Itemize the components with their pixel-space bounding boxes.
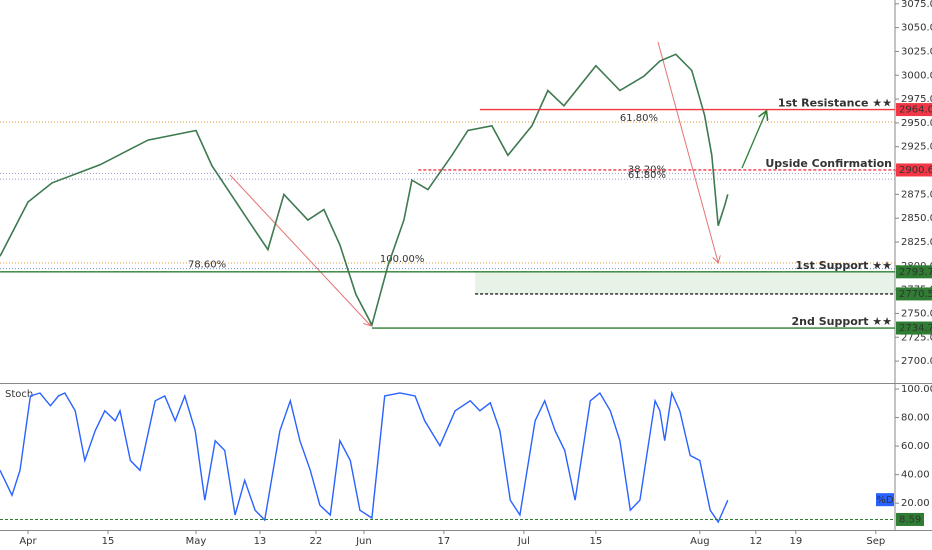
fib-label: 61.80% [620,113,658,124]
level-tag-label: 2770.5 [899,289,932,300]
y-tick-label: 2700.0 [901,356,932,367]
fib-label: 78.60% [188,260,226,271]
x-tick-label: Jul [517,536,530,547]
level-tag [896,321,932,335]
level-tag-label: 2964.0 [899,105,932,116]
y-tick-label: 60.00 [901,441,930,452]
level-tag [896,287,932,301]
x-tick-label: 13 [254,536,267,547]
trend-arrow [229,174,370,325]
support-zone [475,271,895,294]
y-tick-label: 2925.0 [901,142,932,153]
x-tick-label: 17 [438,536,451,547]
projection-arrow [741,112,766,169]
x-tick-label: May [186,536,207,547]
y-tick-label: 3075.0 [901,0,932,10]
level-name: 1st Support ★★ [795,259,892,272]
price-line [0,53,729,328]
x-tick-label: Sep [866,536,885,547]
stoch-line [0,390,729,524]
y-tick-label: 2850.0 [901,213,932,224]
level-tag-label: 2793.7 [899,267,932,278]
x-tick-label: 19 [789,536,802,547]
y-tick-label: 20.00 [901,498,930,509]
level-tag [896,163,932,177]
level-tag [896,103,932,117]
y-tick-label: 100.00 [901,384,932,395]
x-tick-label: Apr [19,536,37,547]
level-tag-label: 8.59 [899,514,921,525]
x-tick-label: 15 [589,536,602,547]
level-tag-label: 2734.7 [899,323,932,334]
x-tick-label: 12 [749,536,762,547]
trend-arrow [657,41,718,262]
x-tick-label: 15 [102,536,115,547]
level-tag-label: 2900.6 [899,165,932,176]
y-tick-label: 3025.0 [901,46,932,57]
y-tick-label: 3050.0 [901,23,932,34]
level-name: Upside Confirmation [765,157,892,170]
y-tick-label: 80.00 [901,413,930,424]
background [0,121,895,294]
x-tick-label: Jun [355,536,372,547]
level-tag [896,265,932,279]
level-tag [896,512,924,526]
y-tick-label: 40.00 [901,470,930,481]
y-tick-label: 2750.0 [901,308,932,319]
stoch-title: Stoch [5,389,33,400]
level-name: 1st Resistance ★★ [778,97,892,110]
y-tick-label: 3000.0 [901,70,932,81]
fib-label: 100.00% [380,254,425,265]
fib-label: 38.20% [628,164,666,175]
y-tick-label: 2875.0 [901,189,932,200]
fib-label: 61.80% [628,170,666,181]
y-tick-label: 2975.0 [901,94,932,105]
legend-tag [876,493,894,507]
x-tick-label: Aug [690,536,710,547]
y-tick-label: 2725.0 [901,332,932,343]
legend-label: %D [876,495,894,506]
level-name: 2nd Support ★★ [792,315,893,328]
x-tick-label: 22 [310,536,323,547]
y-tick-label: 2950.0 [901,118,932,129]
y-tick-label: 2825.0 [901,237,932,248]
